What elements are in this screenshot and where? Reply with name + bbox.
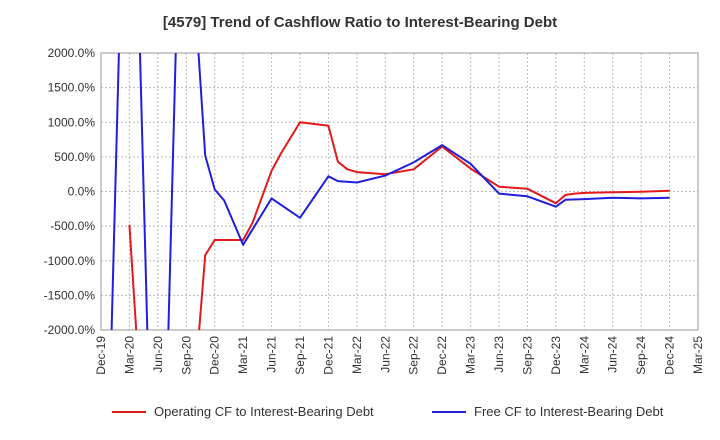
x-tick-label: Sep-20 bbox=[179, 336, 193, 375]
y-tick-label: 500.0% bbox=[54, 150, 95, 164]
x-tick-label: Mar-23 bbox=[464, 336, 478, 374]
x-tick-label: Jun-22 bbox=[378, 336, 392, 373]
x-tick-label: Sep-23 bbox=[520, 336, 534, 375]
y-tick-label: -1500.0% bbox=[44, 288, 96, 302]
x-tick-label: Dec-22 bbox=[435, 336, 449, 375]
legend-label-operating-cf: Operating CF to Interest-Bearing Debt bbox=[154, 404, 374, 419]
x-tick-label: Jun-21 bbox=[265, 336, 279, 373]
series-line-free-cf bbox=[110, 53, 670, 330]
y-tick-label: -1000.0% bbox=[44, 254, 96, 268]
legend-item-free-cf: Free CF to Interest-Bearing Debt bbox=[432, 404, 663, 419]
x-tick-label: Dec-20 bbox=[208, 336, 222, 375]
x-tick-label: Jun-24 bbox=[606, 336, 620, 373]
y-tick-label: -500.0% bbox=[50, 219, 95, 233]
plot-area-border bbox=[100, 52, 699, 331]
x-tick-label: Mar-22 bbox=[350, 336, 364, 374]
y-tick-label: -2000.0% bbox=[44, 323, 96, 337]
x-tick-label: Jun-23 bbox=[492, 336, 506, 373]
y-tick-label: 1000.0% bbox=[48, 115, 96, 129]
y-tick-label: 1500.0% bbox=[48, 81, 96, 95]
x-tick-label: Sep-21 bbox=[293, 336, 307, 375]
x-tick-label: Mar-25 bbox=[691, 336, 705, 374]
x-tick-label: Sep-22 bbox=[407, 336, 421, 375]
x-tick-label: Dec-24 bbox=[663, 336, 677, 375]
x-tick-label: Dec-21 bbox=[321, 336, 335, 375]
x-tick-label: Mar-24 bbox=[577, 336, 591, 374]
legend-label-free-cf: Free CF to Interest-Bearing Debt bbox=[474, 404, 664, 419]
x-tick-label: Jun-20 bbox=[151, 336, 165, 373]
series-line-operating-cf bbox=[128, 121, 670, 330]
x-tick-label: Dec-23 bbox=[549, 336, 563, 375]
y-tick-label: 2000.0% bbox=[48, 46, 96, 60]
legend-item-operating-cf: Operating CF to Interest-Bearing Debt bbox=[112, 404, 374, 419]
x-tick-label: Mar-20 bbox=[122, 336, 136, 374]
x-tick-label: Mar-21 bbox=[236, 336, 250, 374]
y-tick-label: 0.0% bbox=[68, 185, 96, 199]
chart-title: [4579] Trend of Cashflow Ratio to Intere… bbox=[162, 14, 558, 31]
chart-legend: Operating CF to Interest-Bearing Debt Fr… bbox=[0, 404, 720, 426]
legend-swatch-free-cf bbox=[432, 410, 466, 413]
x-tick-label: Dec-19 bbox=[94, 336, 108, 375]
x-tick-label: Sep-24 bbox=[634, 336, 648, 375]
legend-swatch-operating-cf bbox=[112, 410, 146, 413]
